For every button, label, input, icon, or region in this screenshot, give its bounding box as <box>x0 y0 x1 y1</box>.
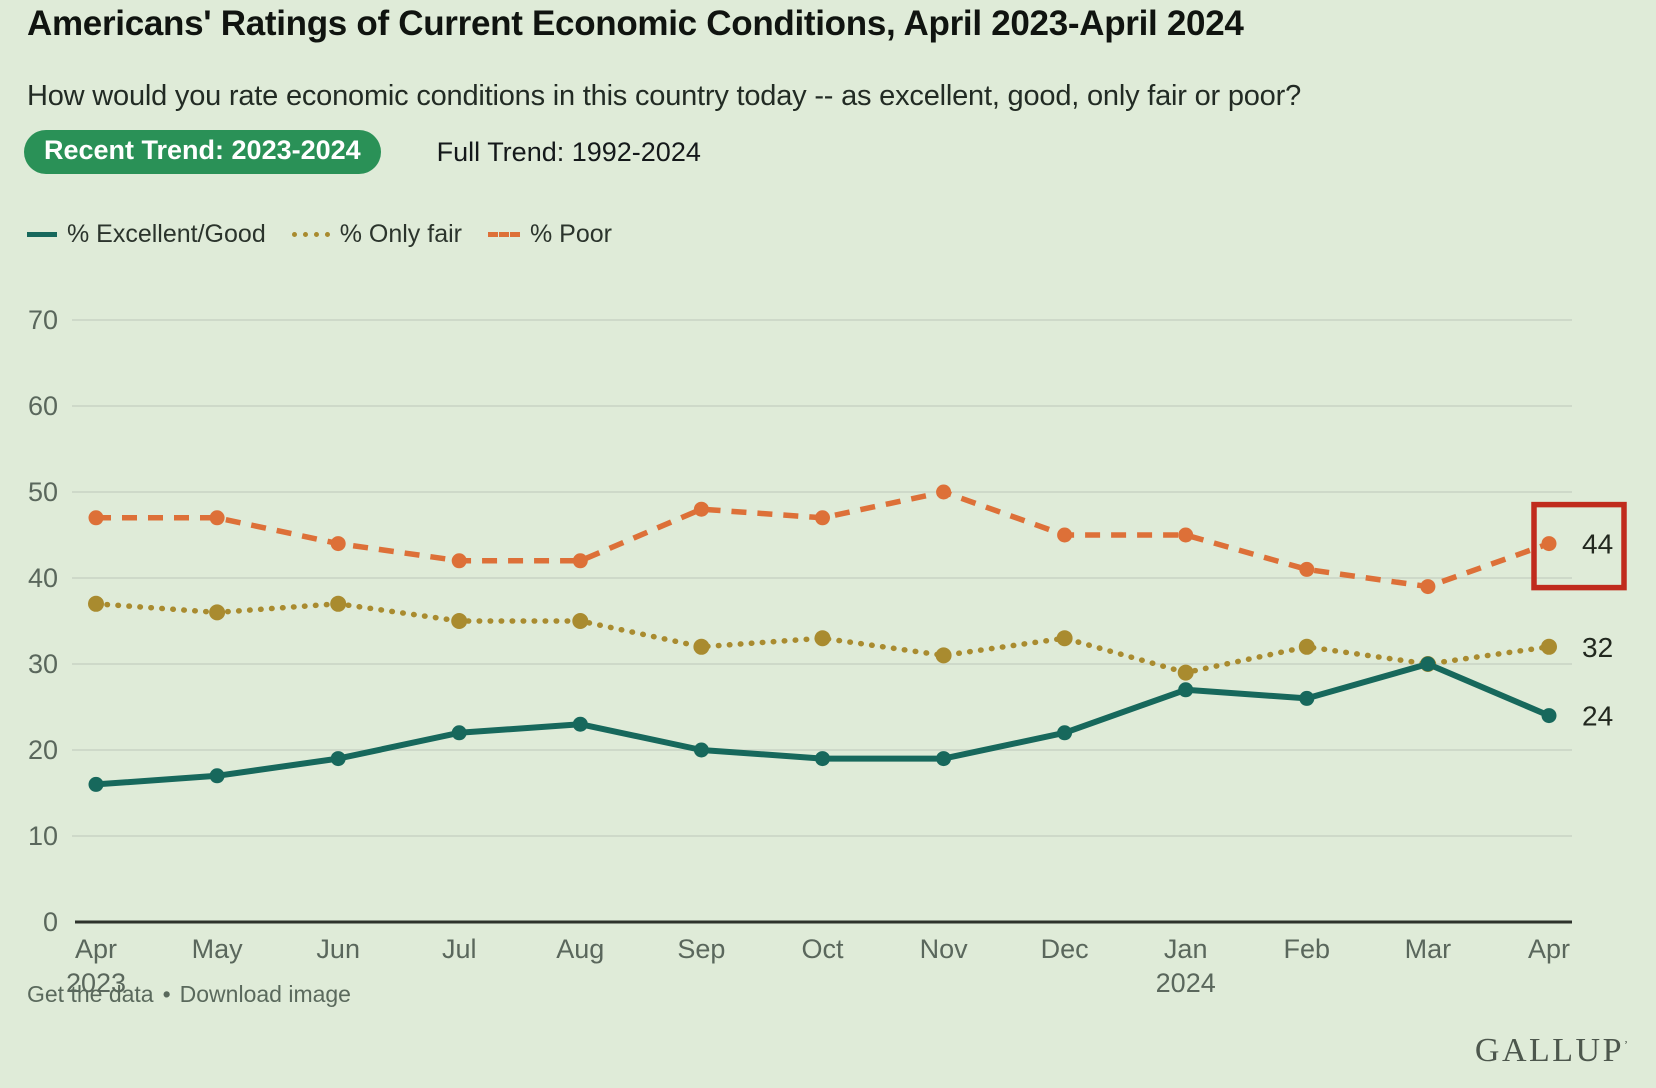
x-tick-year-2023: 2023 <box>66 968 126 998</box>
data-point-only-fair-0 <box>88 595 104 612</box>
tab-full-trend[interactable]: Full Trend: 1992-2024 <box>436 136 701 167</box>
gallup-wordmark: GALLUP <box>1474 1032 1624 1069</box>
data-point-excellent-good-7 <box>936 751 952 767</box>
data-point-excellent-good-10 <box>1299 690 1315 706</box>
data-point-poor-6 <box>815 510 830 526</box>
end-label-only-fair: 32 <box>1582 632 1613 663</box>
x-tick-label-8-dec: Dec <box>1041 934 1089 964</box>
trend-tabs: Recent Trend: 2023-2024 Full Trend: 1992… <box>24 130 701 174</box>
data-point-excellent-good-4 <box>572 716 588 732</box>
data-point-only-fair-1 <box>209 604 226 621</box>
data-point-only-fair-8 <box>1056 630 1073 647</box>
footer-separator: • <box>162 981 171 1007</box>
y-tick-label-40: 40 <box>28 563 58 593</box>
data-point-excellent-good-1 <box>209 768 225 784</box>
dotted-line-swatch-icon <box>291 232 330 237</box>
legend-item-poor[interactable]: % Poor <box>487 220 612 249</box>
y-tick-label-10: 10 <box>28 821 58 851</box>
x-tick-year-2024: 2024 <box>1156 968 1216 998</box>
get-the-data-link[interactable]: Get the data <box>27 981 154 1007</box>
data-point-excellent-good-5 <box>693 742 709 758</box>
data-point-only-fair-3 <box>451 613 468 629</box>
x-tick-label-1-may: May <box>192 934 244 964</box>
legend-label: % Only fair <box>339 220 462 248</box>
legend-item-only-fair[interactable]: % Only fair <box>291 220 462 249</box>
x-tick-label-0-apr: Apr <box>75 934 117 964</box>
trademark-icon: ’ <box>1624 1037 1628 1052</box>
data-point-poor-1 <box>209 510 225 526</box>
solid-line-swatch-icon <box>27 232 57 237</box>
data-point-only-fair-9 <box>1177 664 1194 681</box>
x-tick-label-7-nov: Nov <box>920 934 969 964</box>
legend-item-excellent-good[interactable]: % Excellent/Good <box>27 220 266 249</box>
x-tick-label-2-jun: Jun <box>316 934 360 964</box>
x-tick-label-10-feb: Feb <box>1284 934 1331 964</box>
y-tick-label-50: 50 <box>28 477 58 507</box>
data-point-poor-10 <box>1299 561 1315 577</box>
x-tick-label-9-jan: Jan <box>1164 934 1208 964</box>
survey-question: How would you rate economic conditions i… <box>27 80 1301 112</box>
data-point-poor-4 <box>572 553 588 569</box>
y-tick-label-20: 20 <box>28 735 58 765</box>
page-title: Americans' Ratings of Current Economic C… <box>27 4 1244 43</box>
x-tick-label-5-sep: Sep <box>677 934 725 964</box>
data-point-only-fair-6 <box>814 630 831 647</box>
data-point-only-fair-12 <box>1541 638 1557 655</box>
chart-legend: % Excellent/Good % Only fair % Poor <box>27 220 612 249</box>
end-label-poor: 44 <box>1582 529 1613 560</box>
data-point-only-fair-10 <box>1298 638 1315 655</box>
data-point-poor-8 <box>1057 527 1073 543</box>
data-point-excellent-good-8 <box>1057 725 1073 741</box>
data-point-poor-11 <box>1420 579 1436 595</box>
data-point-excellent-good-9 <box>1178 682 1194 698</box>
tab-recent-trend[interactable]: Recent Trend: 2023-2024 <box>24 130 381 174</box>
series-line-excellent-good <box>95 661 1551 788</box>
series-line-poor <box>96 489 1550 590</box>
data-point-excellent-good-11 <box>1420 656 1436 672</box>
data-point-excellent-good-6 <box>815 751 830 767</box>
x-tick-label-6-oct: Oct <box>801 934 844 964</box>
x-tick-label-11-mar: Mar <box>1405 934 1452 964</box>
x-tick-label-4-aug: Aug <box>556 934 604 964</box>
footer-links: Get the data • Download image <box>27 981 351 1008</box>
data-point-excellent-good-0 <box>88 776 104 792</box>
y-tick-label-30: 30 <box>28 649 58 679</box>
data-point-only-fair-7 <box>935 647 952 664</box>
data-point-poor-12 <box>1541 536 1557 552</box>
y-tick-label-0: 0 <box>43 907 58 937</box>
x-tick-label-3-jul: Jul <box>442 934 477 964</box>
dashed-line-swatch-icon <box>487 232 520 237</box>
gallup-logo: GALLUP’ <box>1475 1032 1628 1070</box>
legend-label: % Poor <box>529 220 612 248</box>
data-point-poor-3 <box>451 553 467 569</box>
highlight-box <box>1531 501 1627 591</box>
data-point-excellent-good-12 <box>1541 708 1557 724</box>
data-point-poor-7 <box>936 484 952 500</box>
data-point-only-fair-2 <box>330 595 347 612</box>
y-tick-label-70: 70 <box>28 305 58 335</box>
download-image-link[interactable]: Download image <box>179 981 351 1007</box>
legend-label: % Excellent/Good <box>67 220 266 248</box>
end-label-excellent-good: 24 <box>1582 701 1613 732</box>
data-point-poor-0 <box>88 510 104 526</box>
y-tick-label-60: 60 <box>28 391 58 421</box>
data-point-only-fair-4 <box>572 613 589 629</box>
data-point-only-fair-5 <box>693 638 710 655</box>
x-tick-label-12-apr: Apr <box>1528 934 1570 964</box>
data-point-excellent-good-3 <box>451 725 467 741</box>
data-point-poor-9 <box>1178 527 1194 543</box>
data-point-excellent-good-2 <box>330 751 346 767</box>
data-point-poor-2 <box>330 536 346 552</box>
data-point-poor-5 <box>693 501 709 517</box>
